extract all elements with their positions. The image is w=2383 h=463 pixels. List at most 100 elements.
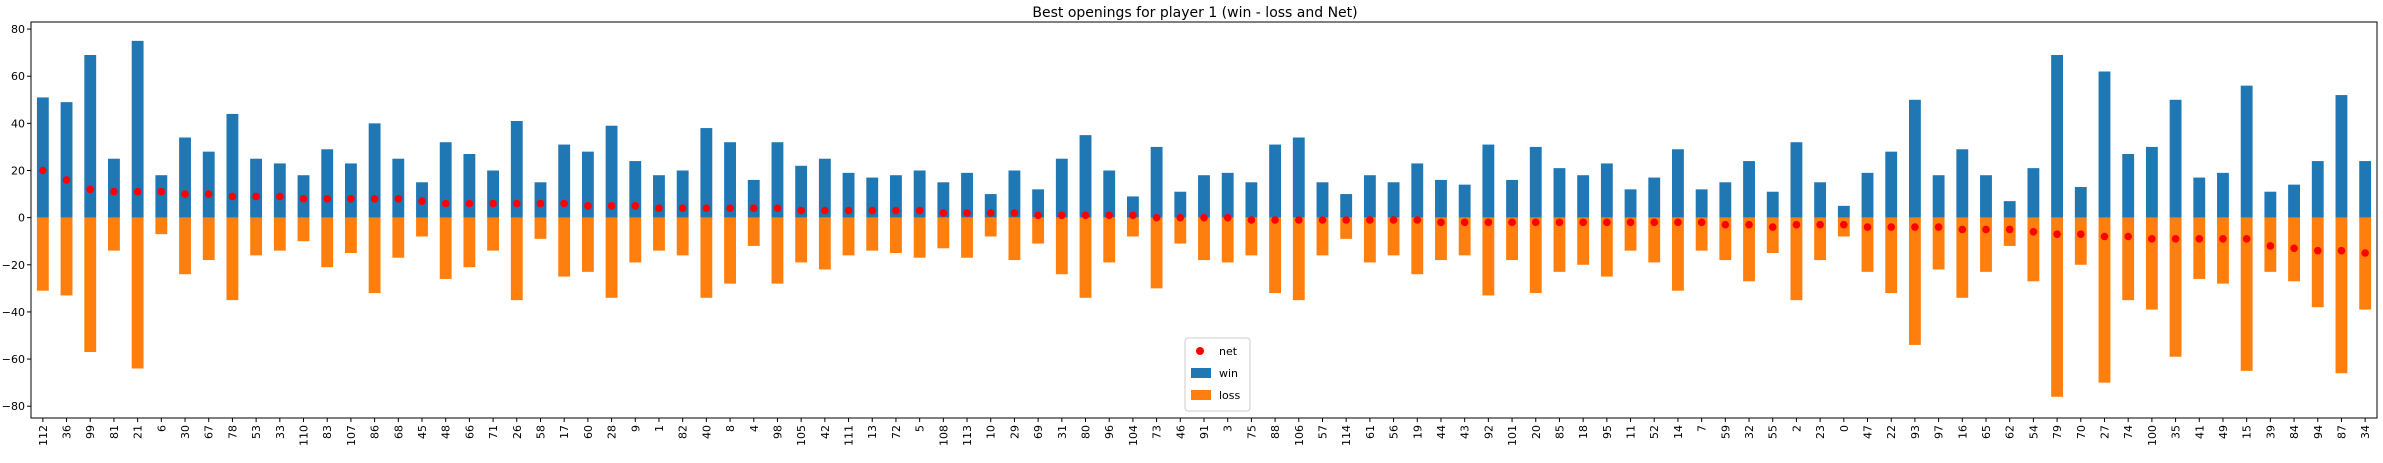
x-tick-label: 87 (2335, 425, 2348, 439)
loss-bar (629, 217, 642, 263)
x-tick-label: 106 (1293, 425, 1306, 446)
loss-bar (108, 217, 120, 251)
x-tick-label: 110 (298, 425, 311, 446)
x-tick-label: 68 (392, 425, 405, 439)
net-point (441, 199, 450, 208)
loss-bar (937, 217, 950, 249)
x-tick-label: 113 (961, 425, 974, 446)
loss-bar (1174, 217, 1187, 244)
chart-title: Best openings for player 1 (win - loss a… (1032, 5, 1357, 21)
win-bar (1055, 158, 1068, 218)
legend-net-label: net (1219, 345, 1238, 358)
x-tick-label: 86 (369, 425, 382, 439)
win-bar (273, 163, 286, 218)
x-tick-label: 107 (345, 425, 358, 446)
net-point (892, 206, 900, 215)
net-point (1887, 223, 1896, 231)
net-point (181, 190, 189, 198)
x-tick-label: 72 (890, 425, 903, 439)
win-bar (202, 151, 215, 218)
y-tick-label: 60 (11, 70, 25, 83)
net-point (1460, 218, 1469, 227)
loss-bar (84, 217, 97, 352)
loss-bar (2217, 217, 2229, 284)
x-tick-label: 2 (1790, 425, 1803, 432)
x-tick-label: 70 (2075, 425, 2088, 439)
y-tick-label: 80 (11, 23, 25, 36)
net-point (347, 194, 355, 203)
legend-loss-swatch (1191, 390, 1211, 400)
net-point (1697, 218, 1706, 227)
x-tick-label: 19 (1411, 425, 1424, 439)
net-point (2195, 235, 2204, 243)
win-bar (1600, 163, 1613, 218)
x-tick-label: 42 (819, 425, 832, 439)
x-tick-label: 3 (1222, 425, 1235, 432)
net-point (1674, 218, 1682, 227)
x-tick-label: 81 (108, 425, 121, 439)
net-point (821, 206, 829, 215)
win-bar (131, 40, 144, 218)
x-tick-label: 44 (1435, 425, 1448, 439)
win-bar (1529, 146, 1542, 218)
loss-bar (2359, 217, 2372, 310)
win-bar (155, 175, 168, 218)
x-tick-label: 58 (534, 425, 547, 439)
net-point (844, 206, 853, 215)
y-tick-label: −20 (2, 259, 25, 272)
loss-bar (2169, 217, 2182, 357)
net-point (157, 187, 166, 196)
win-bar (1980, 175, 1992, 218)
win-bar (2335, 95, 2348, 218)
loss-bar (605, 217, 618, 298)
y-tick-label: 20 (11, 165, 25, 178)
net-point (1626, 218, 1635, 227)
loss-bar (1980, 217, 1992, 272)
net-point (1934, 223, 1943, 231)
loss-bar (1103, 217, 1116, 263)
loss-bar (913, 217, 926, 258)
win-bar (961, 172, 973, 218)
x-tick-label: 45 (416, 425, 429, 439)
net-point (2361, 249, 2369, 257)
win-bar (321, 149, 334, 218)
net-point (797, 206, 805, 215)
loss-bar (1624, 217, 1637, 251)
net-point (2337, 246, 2346, 255)
win-bar (1577, 175, 1590, 218)
win-bar (1672, 149, 1684, 218)
x-tick-label: 1 (653, 425, 666, 432)
net-point (323, 194, 332, 203)
x-tick-label: 85 (1553, 425, 1566, 439)
x-tick-label: 43 (1459, 425, 1472, 439)
x-tick-label: 7 (1696, 425, 1709, 432)
loss-bar (676, 217, 689, 256)
win-bar (2359, 161, 2372, 218)
loss-bar (984, 217, 997, 237)
net-point (1508, 218, 1516, 227)
win-bar (1719, 182, 1732, 218)
loss-bar (2027, 217, 2040, 282)
x-tick-label: 97 (1933, 425, 1946, 439)
loss-bar (1908, 217, 1921, 345)
loss-bar (1506, 217, 1518, 261)
net-point (1437, 218, 1445, 227)
net-point (252, 192, 260, 201)
win-bar (2074, 187, 2087, 218)
x-tick-label: 8 (724, 425, 737, 432)
win-bar (1790, 142, 1803, 218)
x-tick-label: 33 (274, 425, 287, 439)
net-point (2005, 225, 2014, 234)
net-point (1816, 220, 1824, 229)
loss-bar (1387, 217, 1400, 256)
loss-bar (155, 217, 168, 235)
loss-bar (392, 217, 405, 258)
loss-bar (1766, 217, 1779, 253)
win-bar (60, 102, 73, 218)
net-point (1650, 218, 1659, 227)
x-tick-label: 62 (2004, 425, 2017, 439)
y-tick-label: −80 (2, 400, 25, 413)
loss-bar (558, 217, 571, 277)
win-bar (487, 170, 500, 218)
win-bar (1198, 175, 1210, 218)
